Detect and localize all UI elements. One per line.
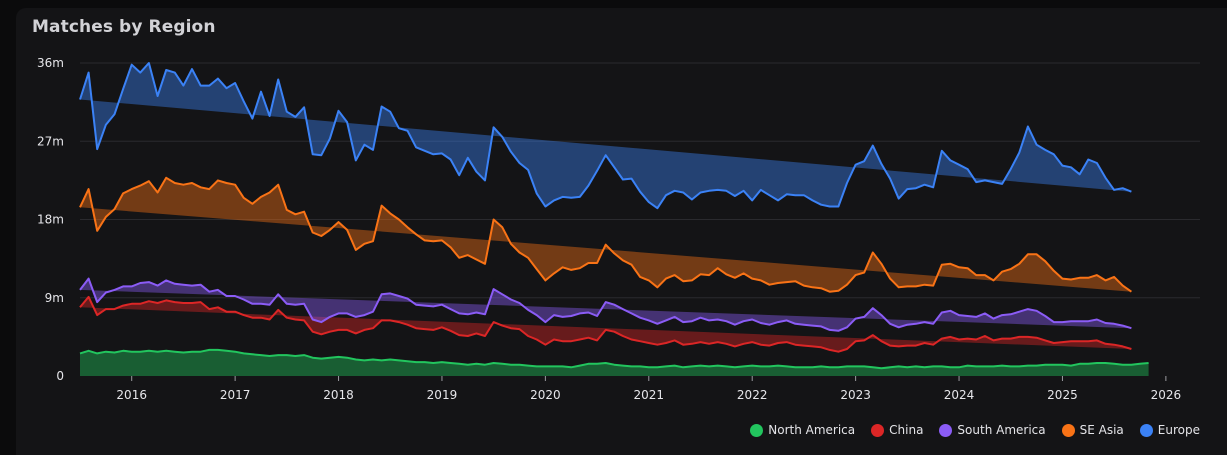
chart-title: Matches by Region (32, 17, 216, 37)
south-america-area (80, 278, 1132, 331)
y-tick-label: 9m (45, 291, 64, 305)
legend-swatch (1139, 423, 1153, 437)
x-tick-label: 2020 (530, 388, 561, 402)
se-asia-line (79, 176, 1132, 293)
legend-item-europe[interactable]: Europe (1139, 423, 1200, 437)
x-tick-label: 2019 (427, 388, 458, 402)
y-tick-label: 36m (37, 56, 64, 70)
x-tick-label: 2016 (116, 388, 147, 402)
legend: North America China South America SE Asia Eu… (750, 423, 1200, 437)
y-tick-label: 27m (37, 134, 64, 148)
legend-item-se-asia[interactable]: SE Asia (1061, 423, 1124, 437)
legend-label: China (889, 423, 924, 437)
legend-item-south-america[interactable]: South America (939, 423, 1046, 437)
legend-label: SE Asia (1079, 423, 1124, 437)
area-series (79, 62, 1149, 376)
legend-label: North America (768, 423, 856, 437)
x-tick-label: 2025 (1047, 388, 1078, 402)
legend-swatch (750, 423, 764, 437)
legend-swatch (871, 423, 885, 437)
legend-item-china[interactable]: China (871, 423, 923, 437)
x-tick-label: 2021 (634, 388, 665, 402)
europe-area (80, 63, 1132, 209)
gridlines (80, 62, 1200, 299)
legend-item-north-america[interactable]: North America (750, 423, 855, 437)
legend-label: South America (957, 423, 1046, 437)
y-axis: 0 9m 18m 27m 36m (37, 56, 64, 383)
legend-swatch (1061, 423, 1075, 437)
north-america-area (80, 349, 1149, 376)
chart-card (16, 8, 1227, 455)
china-line (79, 295, 1132, 353)
x-axis: 2016 2017 2018 2019 2020 2021 2022 2023 2024 2025… (116, 376, 1181, 402)
south-america-line (79, 277, 1132, 332)
x-tick-label: 2022 (737, 388, 768, 402)
x-tick-label: 2017 (220, 388, 251, 402)
se-asia-area (80, 177, 1132, 292)
legend-swatch (939, 423, 953, 437)
europe-line (79, 62, 1132, 210)
legend-label: Europe (1157, 423, 1200, 437)
north-america-line (79, 348, 1149, 370)
x-tick-label: 2024 (944, 388, 975, 402)
y-tick-label: 0 (56, 369, 64, 383)
x-tick-label: 2018 (323, 388, 354, 402)
x-tick-label: 2023 (840, 388, 871, 402)
y-tick-label: 18m (37, 213, 64, 227)
x-tick-label: 2026 (1151, 388, 1182, 402)
